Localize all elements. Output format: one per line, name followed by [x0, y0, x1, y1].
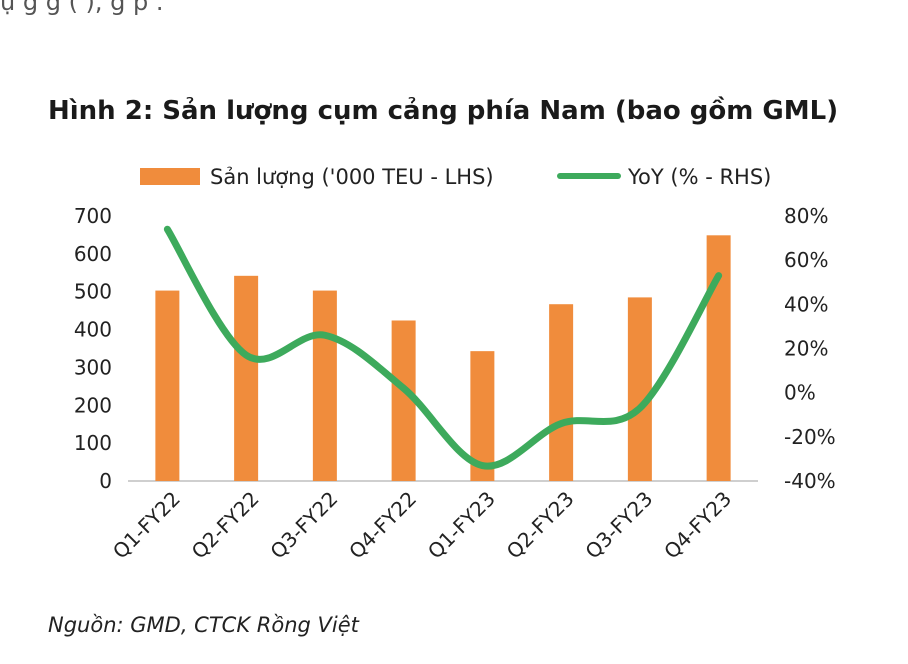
volume-bar	[234, 275, 259, 481]
volume-bar	[627, 297, 652, 481]
truncated-body-text: ụ g g ( ), g p .	[0, 0, 164, 16]
x-tick-label: Q2-FY23	[502, 487, 579, 564]
x-axis-labels: Q1-FY22 Q2-FY22 Q3-FY22 Q4-FY22 Q1-FY23 Q2-FY…	[108, 487, 736, 564]
x-tick-label: Q4-FY22	[344, 487, 421, 564]
chart-title: Hình 2: Sản lượng cụm cảng phía Nam (bao…	[48, 96, 839, 126]
left-tick-label: 400	[74, 318, 112, 342]
volume-bar	[155, 290, 180, 481]
left-tick-label: 100	[74, 431, 112, 455]
legend-bar-label: Sản lượng ('000 TEU - LHS)	[210, 165, 494, 189]
x-tick-label: Q3-FY22	[265, 487, 342, 564]
legend: Sản lượng ('000 TEU - LHS) YoY (% - RHS)	[140, 165, 771, 189]
right-tick-label: 40%	[784, 292, 828, 316]
volume-bar	[549, 304, 574, 481]
x-tick-label: Q1-FY22	[108, 487, 185, 564]
left-axis-ticks: 0 100 200 300 400 500 600 700	[74, 204, 112, 493]
left-tick-label: 200	[74, 393, 112, 417]
left-tick-label: 600	[74, 242, 112, 266]
right-tick-label: 80%	[784, 204, 828, 228]
left-tick-label: 700	[74, 204, 112, 228]
right-tick-label: -20%	[784, 425, 836, 449]
x-tick-label: Q2-FY22	[187, 487, 264, 564]
x-tick-label: Q1-FY23	[423, 487, 500, 564]
x-tick-label: Q3-FY23	[580, 487, 657, 564]
left-tick-label: 500	[74, 280, 112, 304]
legend-bar-swatch	[140, 168, 200, 185]
right-axis-ticks: -40% -20% 0% 20% 40% 60% 80%	[784, 204, 836, 493]
right-tick-label: 60%	[784, 248, 828, 272]
bars	[155, 235, 731, 481]
yoy-line	[163, 225, 723, 470]
left-tick-label: 300	[74, 355, 112, 379]
right-tick-label: 0%	[784, 381, 816, 405]
volume-bar	[312, 290, 337, 481]
source-note: Nguồn: GMD, CTCK Rồng Việt	[48, 613, 359, 637]
right-tick-label: 20%	[784, 337, 828, 361]
right-tick-label: -40%	[784, 469, 836, 493]
x-tick-label: Q4-FY23	[659, 487, 736, 564]
left-tick-label: 0	[99, 469, 112, 493]
legend-line-label: YoY (% - RHS)	[627, 165, 771, 189]
